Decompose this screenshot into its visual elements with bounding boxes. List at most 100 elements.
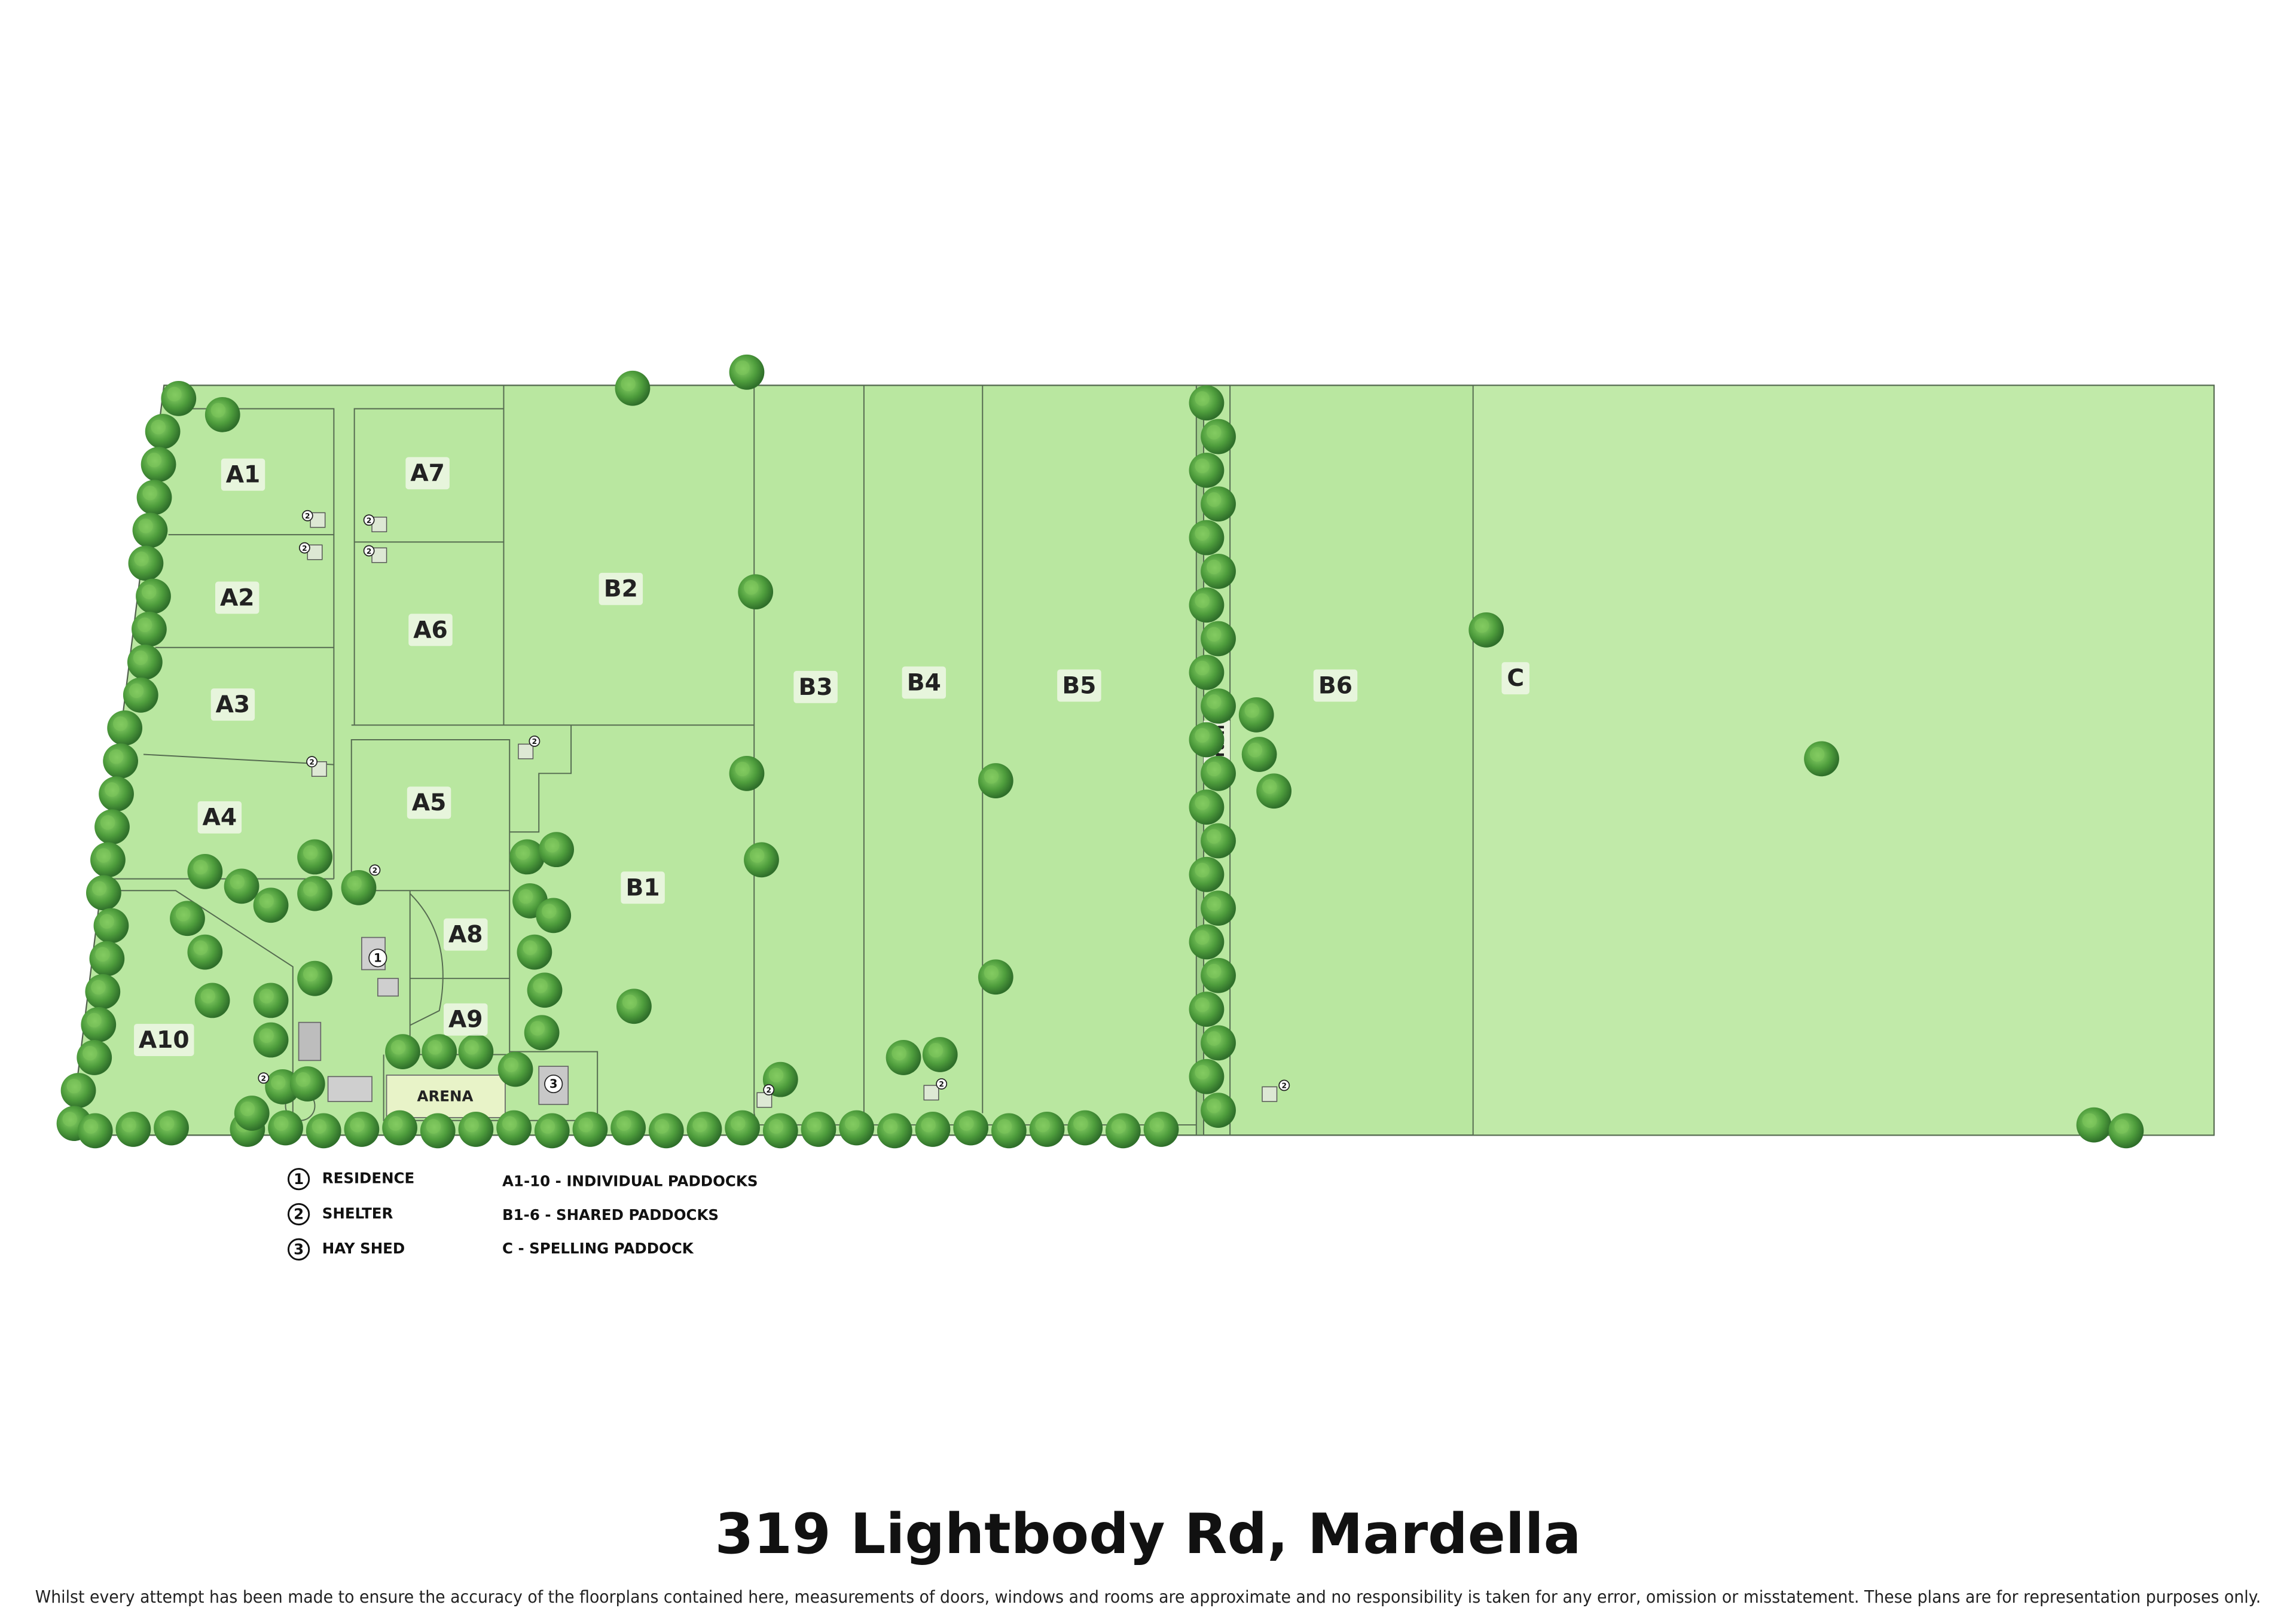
tree-detail — [273, 1116, 289, 1131]
legend-label: SHELTER — [322, 1204, 393, 1222]
tree-detail — [426, 1119, 441, 1134]
tree-detail — [464, 1040, 479, 1055]
legend-label: RESIDENCE — [322, 1170, 414, 1187]
tree-detail — [503, 1057, 518, 1072]
tree-detail — [1809, 747, 1825, 762]
tree-detail — [542, 904, 557, 919]
tree-detail — [997, 1119, 1012, 1134]
marker-number: 2 — [367, 547, 372, 556]
tree-detail — [1195, 728, 1210, 743]
tree-detail — [303, 966, 318, 982]
paddock-label: A5 — [412, 789, 447, 816]
paddock-label: A1 — [226, 462, 261, 489]
tree-detail — [303, 881, 318, 897]
tree-detail — [545, 838, 560, 853]
paddock-label: A9 — [448, 1006, 483, 1033]
legend: 1 RESIDENCE 2 SHELTER 3 HAY SHED A1-10 - INDIV… — [287, 1168, 758, 1261]
tree-detail — [1474, 618, 1489, 633]
paddock-label: A4 — [203, 804, 237, 831]
marker-number: 2 — [532, 737, 538, 746]
tree-detail — [1206, 896, 1222, 911]
tree-detail — [83, 1045, 97, 1061]
tree-detail — [175, 907, 191, 922]
tree-detail — [87, 1012, 102, 1028]
tree-detail — [616, 1116, 631, 1131]
label-box — [1501, 662, 1529, 695]
label-box — [621, 871, 665, 904]
tree-detail — [928, 1042, 944, 1058]
title: 319 Lightbody Rd, Mardella — [715, 1502, 1581, 1566]
tree-detail — [1206, 963, 1222, 979]
legend-paddock-type: C - SPELLING PADDOCK — [502, 1240, 694, 1257]
tree-detail — [387, 1116, 403, 1131]
tree-detail — [193, 859, 208, 875]
marker-number: 2 — [302, 544, 307, 553]
tree-detail — [146, 453, 161, 468]
label-box — [210, 688, 255, 721]
paddock-label: B5 — [1062, 672, 1096, 699]
paddock-labels: A1 A2 A3 A4 A5 A6 A7 A8 A9 A10 B1 B2 B3 B4 B5 B6 C — [134, 457, 1529, 1056]
label-box — [444, 1003, 488, 1036]
building-markers: 2 2 2 2 2 2 2 2 2 2 2 1 3 — [258, 510, 1290, 1108]
tree-detail — [984, 768, 999, 784]
tree-detail — [66, 1078, 81, 1094]
tree-detail — [95, 947, 110, 962]
legend-number: 3 — [294, 1240, 304, 1258]
marker-number: 2 — [309, 758, 315, 766]
paddock-label: A8 — [448, 922, 483, 948]
shelter — [518, 743, 534, 759]
tree-detail — [390, 1040, 406, 1055]
tree-detail — [2082, 1113, 2097, 1128]
legend-circle — [287, 1203, 310, 1226]
label-box — [444, 918, 488, 951]
marker-number: 2 — [367, 516, 372, 524]
tree-detail — [768, 1067, 784, 1083]
label-box — [405, 457, 450, 490]
tree-detail — [1244, 703, 1260, 718]
tree-detail — [295, 1072, 311, 1087]
legend-label: HAY SHED — [322, 1240, 405, 1257]
tree-detail — [347, 875, 362, 891]
label-box — [197, 801, 242, 834]
tree-detail — [142, 486, 157, 501]
tree-detail — [91, 980, 106, 995]
tree-detail — [109, 749, 124, 764]
legend-number: 2 — [294, 1206, 304, 1223]
tree-detail — [540, 1119, 555, 1134]
marker-number: 2 — [1281, 1082, 1287, 1090]
tree-detail — [259, 989, 274, 1003]
label-box — [1313, 669, 1358, 702]
label-box — [221, 458, 265, 491]
trees — [56, 354, 2144, 1149]
tree-detail — [622, 994, 637, 1009]
legend-circle — [287, 1238, 310, 1261]
paddock-label: B4 — [907, 669, 941, 696]
tree-detail — [129, 683, 144, 698]
marker-circle — [544, 1074, 563, 1094]
shelter — [923, 1085, 939, 1101]
tree-detail — [91, 881, 107, 896]
tree-detail — [312, 1119, 327, 1134]
tree-detail — [1149, 1117, 1164, 1133]
label-box — [134, 1024, 194, 1056]
marker-number: 2 — [373, 867, 378, 875]
tree-detail — [735, 360, 750, 376]
tree-detail — [151, 419, 166, 435]
tree-detail — [99, 914, 114, 929]
tree-detail — [523, 940, 538, 955]
tree-detail — [1262, 779, 1277, 794]
tree-detail — [193, 940, 208, 955]
tree-detail — [1111, 1119, 1126, 1134]
marker-number: 2 — [261, 1074, 267, 1082]
tree-detail — [113, 716, 128, 731]
paddock-label: C — [1507, 665, 1524, 692]
tree-detail — [1206, 694, 1222, 709]
land — [69, 385, 2215, 1136]
tree-detail — [100, 815, 115, 830]
tree-detail — [1195, 458, 1210, 474]
marker-number: 2 — [939, 1080, 944, 1088]
paddock-label: B3 — [799, 674, 833, 701]
marker-circle — [529, 736, 541, 747]
marker-circle — [306, 756, 318, 768]
tree-detail — [428, 1040, 442, 1055]
